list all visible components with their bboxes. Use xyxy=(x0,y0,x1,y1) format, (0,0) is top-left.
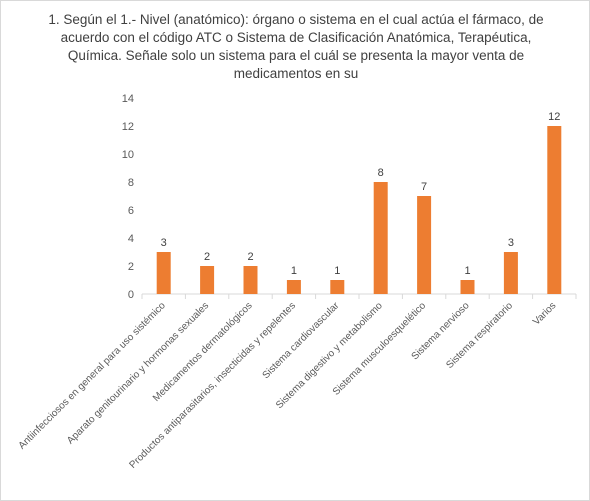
x-axis xyxy=(141,293,577,299)
category-label: Antiinfecciosos en general para uso sist… xyxy=(17,300,169,452)
bar xyxy=(547,126,562,294)
y-tick-label: 12 xyxy=(122,121,134,133)
data-label: 7 xyxy=(421,181,427,193)
data-label: 3 xyxy=(161,237,167,249)
y-tick-label: 2 xyxy=(128,261,134,273)
category-label: Productos antiparasitarios, insecticidas… xyxy=(128,300,299,471)
y-tick-label: 6 xyxy=(128,205,134,217)
data-label: 8 xyxy=(378,167,384,179)
data-label: 1 xyxy=(291,265,297,277)
bar xyxy=(156,252,171,294)
category-label: Sistema musculoesquelético xyxy=(331,300,429,398)
y-tick-label: 14 xyxy=(122,93,134,105)
y-tick-label: 8 xyxy=(128,177,134,189)
data-label: 2 xyxy=(247,251,253,263)
y-axis: 0 2 4 6 8 10 12 14 xyxy=(122,93,134,301)
bar xyxy=(460,280,475,294)
data-label: 12 xyxy=(548,111,560,123)
bar xyxy=(373,182,388,294)
y-tick-label: 0 xyxy=(128,289,134,301)
bar xyxy=(503,252,518,294)
bar xyxy=(200,266,215,294)
bar xyxy=(330,280,345,294)
category-label: Varios xyxy=(531,300,558,327)
chart-title: 1. Según el 1.- Nivel (anatómico): órgan… xyxy=(48,12,544,81)
y-tick-label: 10 xyxy=(122,149,134,161)
category-labels: Antiinfecciosos en general para uso sist… xyxy=(17,300,559,471)
data-label: 3 xyxy=(508,237,514,249)
bars xyxy=(156,126,562,294)
category-label: Sistema cardiovascular xyxy=(261,300,342,381)
data-label: 2 xyxy=(204,251,210,263)
data-label: 1 xyxy=(334,265,340,277)
bar xyxy=(417,196,432,294)
data-labels: 3 2 2 1 1 8 7 1 3 12 xyxy=(161,111,561,277)
y-tick-label: 4 xyxy=(128,233,134,245)
bar xyxy=(243,266,258,294)
data-label: 1 xyxy=(464,265,470,277)
bar xyxy=(286,280,301,294)
